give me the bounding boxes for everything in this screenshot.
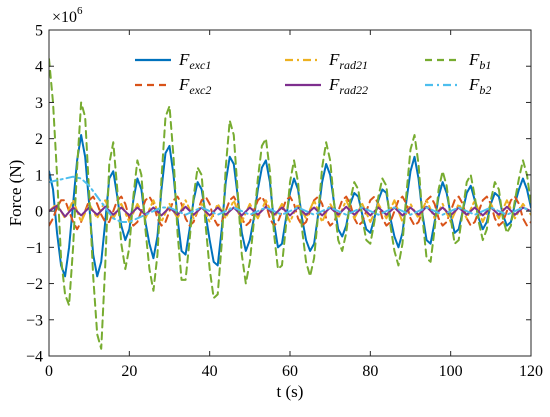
y-tick-label: 0 bbox=[35, 204, 43, 221]
legend-label-exc1: Fexc1 bbox=[178, 50, 211, 72]
y-tick-label: 2 bbox=[35, 131, 43, 148]
series-line-b2 bbox=[49, 175, 531, 223]
x-tick-label: 40 bbox=[202, 363, 218, 380]
y-multiplier: ×106 bbox=[52, 5, 83, 26]
x-tick-label: 80 bbox=[362, 363, 378, 380]
legend: Fexc1 Fexc2 Frad21 Frad22 Fb1 Fb2 bbox=[135, 50, 491, 97]
y-tick-label: −1 bbox=[26, 240, 43, 257]
legend-label-b1: Fb1 bbox=[468, 50, 491, 72]
axis-ticks: 0 20 40 60 80 100 120 −4 −3 −2 −1 0 1 2 3 4 5 bbox=[26, 23, 543, 381]
x-tick-label: 120 bbox=[519, 363, 543, 380]
series-layer bbox=[49, 57, 531, 350]
y-tick-label: 3 bbox=[35, 95, 43, 112]
x-tick-label: 60 bbox=[282, 363, 298, 380]
y-tick-label: −2 bbox=[26, 276, 43, 293]
y-tick-label: −4 bbox=[26, 349, 43, 366]
legend-label-rad21: Frad21 bbox=[328, 50, 368, 72]
x-tick-label: 20 bbox=[121, 363, 137, 380]
y-tick-label: −3 bbox=[26, 312, 43, 329]
x-tick-label: 0 bbox=[45, 363, 53, 380]
legend-label-rad22: Frad22 bbox=[328, 75, 368, 97]
y-tick-label: 5 bbox=[35, 23, 43, 40]
series-line-b1 bbox=[49, 57, 531, 350]
y-axis-label: Force (N) bbox=[6, 160, 25, 227]
x-tick-label: 100 bbox=[439, 363, 463, 380]
x-axis-label: t (s) bbox=[277, 382, 304, 401]
legend-label-exc2: Fexc2 bbox=[178, 75, 211, 97]
y-tick-label: 4 bbox=[35, 59, 43, 76]
legend-label-b2: Fb2 bbox=[468, 75, 491, 97]
y-tick-label: 1 bbox=[35, 167, 43, 184]
